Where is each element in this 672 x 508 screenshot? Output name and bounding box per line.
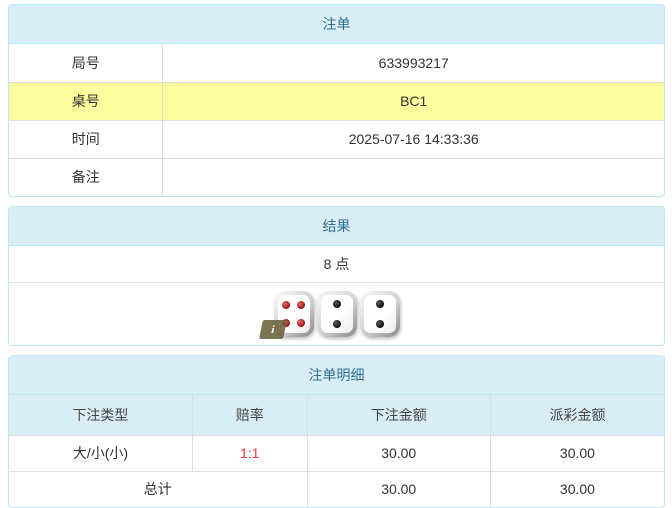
bet-panel: 注单 局号 633993217 桌号 BC1 时间 2025-07-16 14:…	[8, 4, 665, 197]
payout-amount-value: 30.00	[489, 434, 664, 472]
odds-value: 1:1	[191, 434, 308, 472]
die-pip	[375, 300, 384, 309]
column-header-bet-type: 下注类型	[9, 394, 193, 436]
table-number-label: 桌号	[9, 81, 164, 121]
die-3-face-2	[359, 291, 400, 337]
result-points: 8 点	[9, 246, 664, 283]
table-header-row: 下注类型 赔率 下注金额 派彩金额	[9, 394, 664, 436]
round-number-label: 局号	[9, 43, 164, 83]
die-pip	[296, 319, 305, 328]
total-label: 总计	[9, 470, 308, 507]
remark-label: 备注	[9, 157, 164, 196]
table-row: 大/小(小) 1:1 30.00 30.00	[9, 434, 664, 472]
die-pip	[282, 300, 291, 309]
die-face	[320, 295, 353, 333]
die-2-face-2	[316, 291, 357, 337]
dice-row: i	[9, 283, 664, 345]
table-row: 备注	[9, 157, 664, 196]
bet-amount-value: 30.00	[306, 434, 491, 472]
table-row: 局号 633993217	[9, 43, 664, 83]
die-face	[363, 295, 396, 333]
die-1-face-4: i	[258, 291, 314, 339]
table-row: 桌号 BC1	[9, 81, 664, 121]
total-payout-amount: 30.00	[489, 470, 664, 507]
bet-detail-panel: 注单明细 下注类型 赔率 下注金额 派彩金额 大/小(小) 1:1 30.00 …	[8, 355, 665, 508]
die-pip	[296, 300, 305, 309]
bet-panel-title: 注单	[9, 5, 664, 44]
info-icon[interactable]: i	[258, 320, 287, 339]
bet-type-value: 大/小(小)	[9, 434, 193, 472]
total-bet-amount: 30.00	[306, 470, 491, 507]
table-total-row: 总计 30.00 30.00	[9, 470, 664, 507]
bet-detail-table: 下注类型 赔率 下注金额 派彩金额 大/小(小) 1:1 30.00 30.00…	[9, 394, 664, 507]
result-panel-title: 结果	[9, 207, 664, 246]
time-value: 2025-07-16 14:33:36	[162, 119, 664, 159]
die-pip	[282, 319, 291, 328]
bet-detail-panel-title: 注单明细	[9, 356, 664, 395]
result-panel: 结果 8 点 i	[8, 206, 665, 346]
round-number-value: 633993217	[162, 43, 664, 83]
die-pip	[332, 300, 341, 309]
column-header-bet-amount: 下注金额	[306, 394, 491, 436]
die-pip	[375, 319, 384, 328]
table-number-value: BC1	[162, 81, 664, 121]
time-label: 时间	[9, 119, 164, 159]
die-pip	[332, 319, 341, 328]
column-header-payout-amount: 派彩金额	[489, 394, 664, 436]
remark-value	[162, 157, 664, 196]
table-row: 时间 2025-07-16 14:33:36	[9, 119, 664, 159]
column-header-odds: 赔率	[191, 394, 308, 436]
bet-info-table: 局号 633993217 桌号 BC1 时间 2025-07-16 14:33:…	[9, 43, 664, 196]
